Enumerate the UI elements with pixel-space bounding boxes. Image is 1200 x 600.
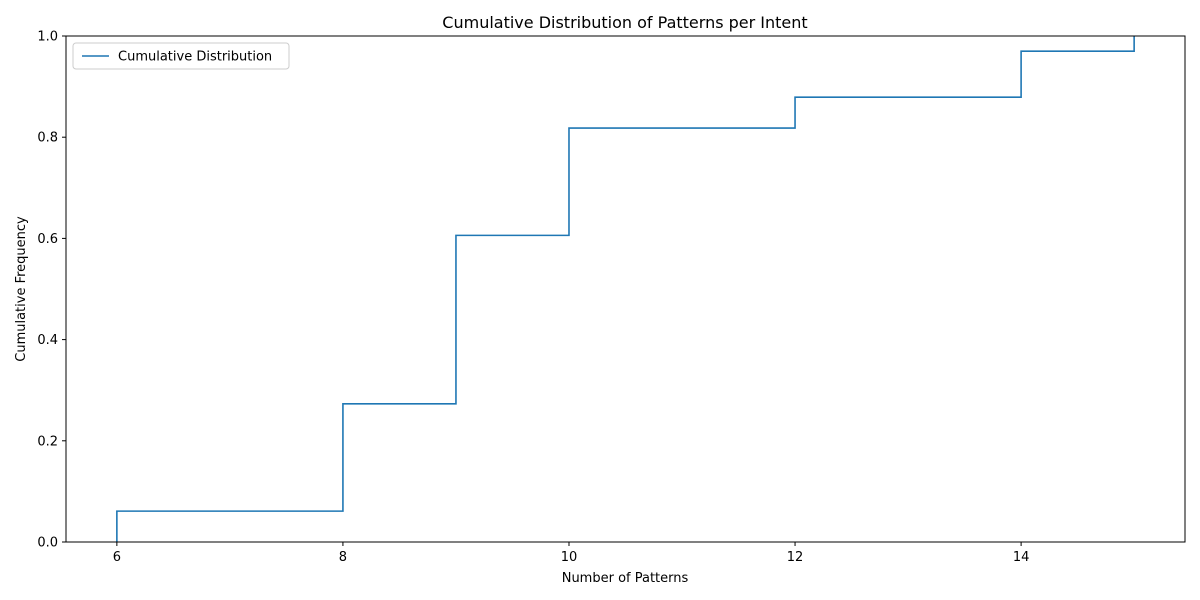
y-axis-ticks: 0.0 0.2 0.4 0.6 0.8 1.0 bbox=[37, 30, 66, 551]
x-axis-ticks: 6 8 10 12 14 bbox=[113, 542, 1030, 565]
y-tick-label: 0.6 bbox=[37, 232, 58, 247]
legend-label: Cumulative Distribution bbox=[118, 50, 272, 65]
y-tick-label: 0.0 bbox=[37, 536, 58, 551]
y-axis-label: Cumulative Frequency bbox=[14, 216, 29, 362]
x-tick-label: 6 bbox=[113, 550, 121, 565]
y-tick-label: 0.4 bbox=[37, 333, 58, 348]
y-tick-label: 1.0 bbox=[37, 30, 58, 45]
x-tick-label: 8 bbox=[339, 550, 347, 565]
y-tick-label: 0.2 bbox=[37, 434, 58, 449]
x-tick-label: 14 bbox=[1013, 550, 1030, 565]
y-tick-label: 0.8 bbox=[37, 131, 58, 146]
series-line bbox=[116, 36, 1135, 542]
series-layer bbox=[116, 36, 1135, 542]
axes-frame bbox=[65, 35, 1186, 543]
legend: Cumulative Distribution bbox=[72, 42, 290, 70]
x-tick-label: 10 bbox=[561, 550, 578, 565]
chart-title: Cumulative Distribution of Patterns per … bbox=[442, 13, 807, 32]
legend-box bbox=[72, 42, 290, 70]
x-tick-label: 12 bbox=[787, 550, 804, 565]
plot-area bbox=[65, 35, 1186, 543]
x-axis-label: Number of Patterns bbox=[562, 571, 689, 586]
